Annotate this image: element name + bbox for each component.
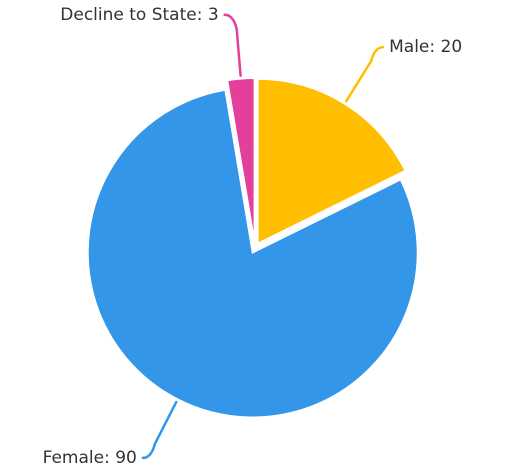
pie-slice [256, 77, 407, 246]
pie-slice [226, 77, 256, 244]
leader-line [223, 13, 242, 77]
pie-slice [86, 88, 419, 419]
slice-label: Decline to State: 3 [60, 5, 218, 25]
slice-label: Female: 90 [43, 448, 137, 468]
leader-line [141, 400, 178, 460]
slice-label: Male: 20 [389, 37, 462, 57]
leader-line [345, 45, 385, 103]
